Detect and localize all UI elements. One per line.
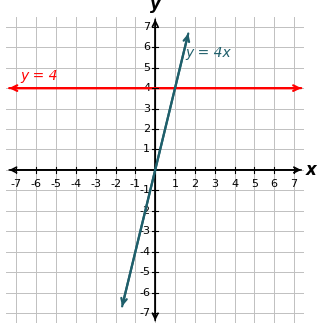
Text: 4: 4 xyxy=(231,179,238,189)
Text: 4: 4 xyxy=(143,83,150,93)
Text: y: y xyxy=(150,0,161,14)
Text: -4: -4 xyxy=(139,247,150,257)
Text: 7: 7 xyxy=(143,22,150,32)
Text: -5: -5 xyxy=(51,179,61,189)
Text: -7: -7 xyxy=(11,179,22,189)
Text: 1: 1 xyxy=(172,179,179,189)
Text: 3: 3 xyxy=(211,179,218,189)
Text: 6: 6 xyxy=(143,42,150,52)
Text: 5: 5 xyxy=(251,179,258,189)
Text: 1: 1 xyxy=(143,145,150,154)
Text: -5: -5 xyxy=(139,267,150,277)
Text: -1: -1 xyxy=(139,185,150,195)
Text: -4: -4 xyxy=(70,179,81,189)
Text: x: x xyxy=(306,161,317,179)
Text: y = 4x: y = 4x xyxy=(185,46,231,60)
Text: y = 4: y = 4 xyxy=(20,69,58,83)
Text: 6: 6 xyxy=(271,179,278,189)
Text: -1: -1 xyxy=(130,179,141,189)
Text: 5: 5 xyxy=(143,63,150,73)
Text: 2: 2 xyxy=(143,124,150,134)
Text: -3: -3 xyxy=(90,179,101,189)
Text: -3: -3 xyxy=(139,226,150,236)
Text: 2: 2 xyxy=(191,179,198,189)
Text: -6: -6 xyxy=(139,288,150,298)
Text: -7: -7 xyxy=(139,308,150,318)
Text: 3: 3 xyxy=(143,104,150,114)
Text: -2: -2 xyxy=(139,206,150,216)
Text: 7: 7 xyxy=(291,179,298,189)
Text: -6: -6 xyxy=(31,179,42,189)
Text: -2: -2 xyxy=(110,179,121,189)
